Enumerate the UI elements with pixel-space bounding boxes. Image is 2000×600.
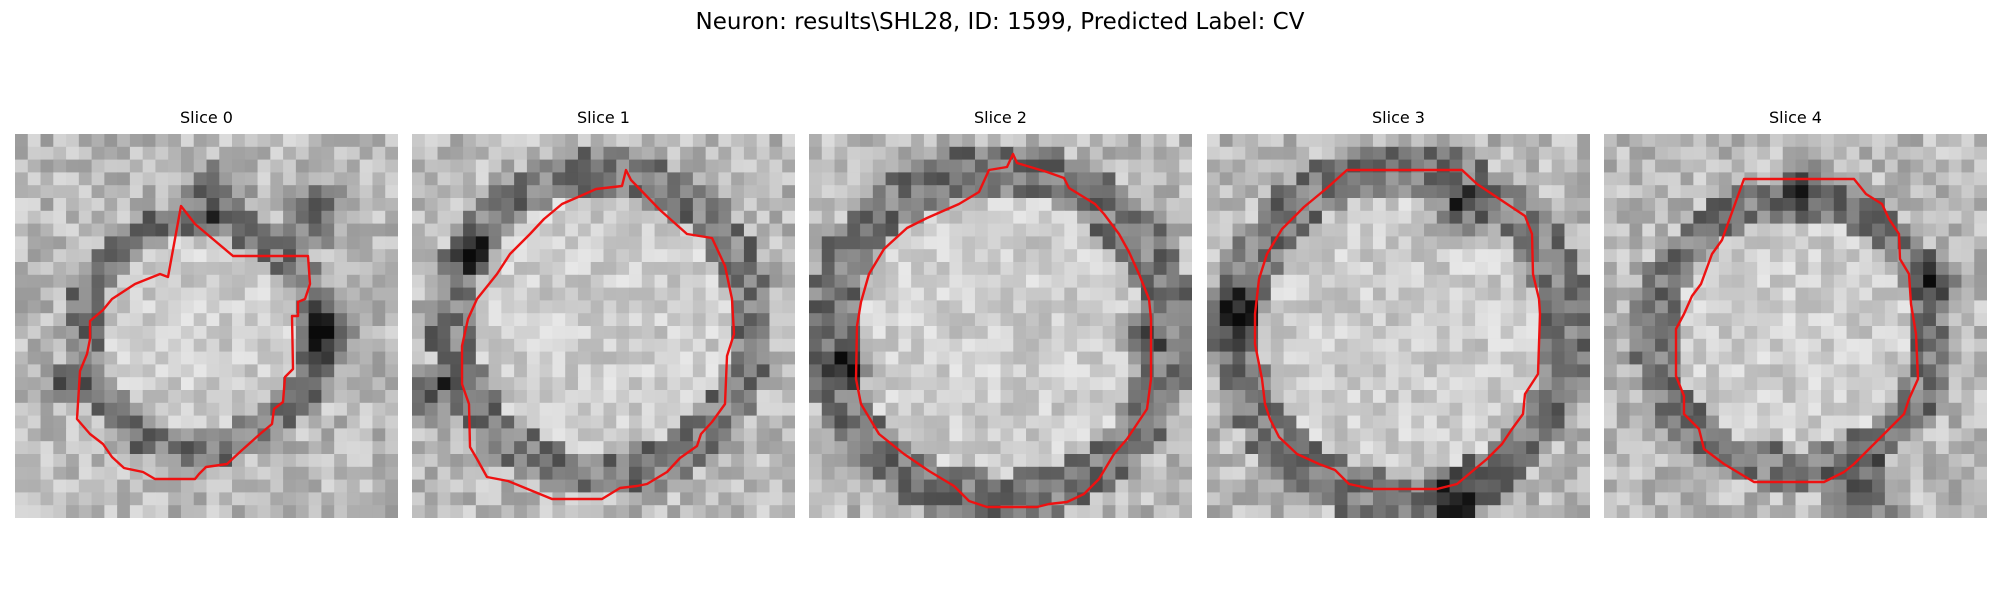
slice-panel-4: Slice 4 (1604, 108, 1987, 518)
segmentation-contour (460, 168, 736, 501)
segmentation-contour (75, 204, 312, 481)
pixel-grid (15, 134, 398, 518)
slice-title: Slice 2 (974, 108, 1027, 127)
pixel-grid (1207, 134, 1590, 518)
segmentation-contour (1674, 177, 1920, 484)
slice-image (1604, 134, 1987, 518)
pixel-grid (809, 134, 1192, 518)
segmentation-contour (854, 152, 1153, 509)
slice-panel-2: Slice 2 (809, 108, 1192, 518)
micrograph (412, 134, 795, 518)
slice-title: Slice 1 (577, 108, 630, 127)
slice-panel-1: Slice 1 (412, 108, 795, 518)
micrograph (1604, 134, 1987, 518)
slice-panel-3: Slice 3 (1207, 108, 1590, 518)
segmentation-contour (1253, 168, 1542, 491)
slice-image (15, 134, 398, 518)
pixel-grid (1604, 134, 1987, 518)
slice-panel-0: Slice 0 (15, 108, 398, 518)
pixel-grid (412, 134, 795, 518)
micrograph (1207, 134, 1590, 518)
micrograph (809, 134, 1192, 518)
slice-image (809, 134, 1192, 518)
slice-title: Slice 3 (1372, 108, 1425, 127)
slice-image (1207, 134, 1590, 518)
slice-title: Slice 0 (180, 108, 233, 127)
micrograph (15, 134, 398, 518)
slice-title: Slice 4 (1769, 108, 1822, 127)
figure-title: Neuron: results\SHL28, ID: 1599, Predict… (695, 9, 1305, 35)
slice-image (412, 134, 795, 518)
